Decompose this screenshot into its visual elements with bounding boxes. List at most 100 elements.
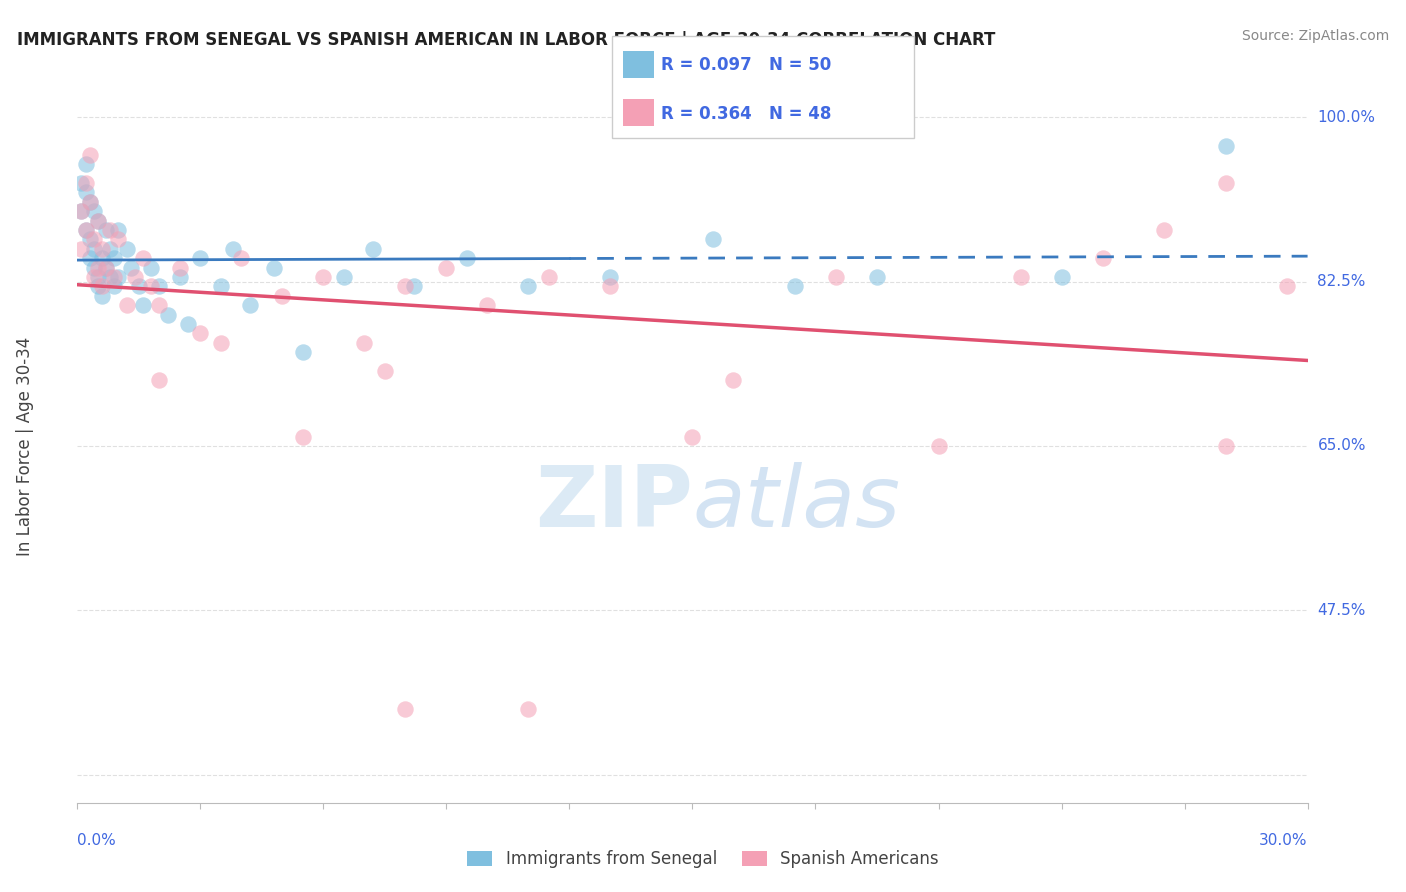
Point — [291, 345, 314, 359]
Point — [1215, 176, 1237, 190]
Point — [98, 270, 121, 285]
Point — [70, 242, 93, 256]
Point — [98, 223, 121, 237]
Point — [107, 223, 129, 237]
Point — [107, 232, 129, 246]
Point — [75, 176, 97, 190]
Point — [94, 260, 117, 275]
Text: 100.0%: 100.0% — [1317, 110, 1375, 125]
Point — [83, 204, 105, 219]
Point — [94, 260, 117, 275]
Point — [312, 270, 335, 285]
Point — [1153, 223, 1175, 237]
Point — [263, 260, 285, 275]
Point — [1091, 251, 1114, 265]
Point — [79, 251, 101, 265]
Point — [222, 242, 245, 256]
Point — [103, 251, 125, 265]
Point — [115, 242, 138, 256]
Point — [723, 373, 745, 387]
Text: Source: ZipAtlas.com: Source: ZipAtlas.com — [1241, 29, 1389, 43]
Point — [132, 251, 155, 265]
Point — [394, 279, 416, 293]
Point — [1275, 279, 1298, 293]
Point — [169, 260, 191, 275]
Point — [103, 270, 125, 285]
Point — [537, 270, 560, 285]
Point — [353, 335, 375, 350]
Point — [599, 279, 621, 293]
Point — [402, 279, 425, 293]
Point — [1215, 138, 1237, 153]
Point — [333, 270, 356, 285]
Point — [702, 232, 724, 246]
Point — [87, 270, 110, 285]
Point — [70, 204, 93, 219]
Point — [169, 270, 191, 285]
Point — [107, 270, 129, 285]
Point — [188, 251, 212, 265]
Point — [120, 260, 142, 275]
Point — [231, 251, 253, 265]
Point — [783, 279, 806, 293]
Text: 47.5%: 47.5% — [1317, 603, 1365, 618]
Point — [128, 279, 150, 293]
Point — [156, 308, 179, 322]
Point — [90, 242, 114, 256]
Point — [87, 213, 110, 227]
Text: R = 0.364   N = 48: R = 0.364 N = 48 — [661, 104, 831, 122]
Point — [87, 279, 110, 293]
Point — [90, 251, 114, 265]
Point — [188, 326, 212, 341]
Point — [83, 260, 105, 275]
Text: IMMIGRANTS FROM SENEGAL VS SPANISH AMERICAN IN LABOR FORCE | AGE 30-34 CORRELATI: IMMIGRANTS FROM SENEGAL VS SPANISH AMERI… — [17, 31, 995, 49]
Text: 0.0%: 0.0% — [77, 833, 117, 847]
Point — [209, 335, 232, 350]
Point — [456, 251, 478, 265]
Point — [361, 242, 384, 256]
Point — [94, 223, 117, 237]
Text: 65.0%: 65.0% — [1317, 439, 1365, 453]
Point — [87, 213, 110, 227]
Point — [928, 439, 950, 453]
Text: atlas: atlas — [693, 461, 900, 545]
Point — [1050, 270, 1073, 285]
Text: ZIP: ZIP — [534, 461, 693, 545]
Point — [83, 242, 105, 256]
Point — [141, 279, 163, 293]
Point — [79, 232, 101, 246]
Text: 30.0%: 30.0% — [1260, 833, 1308, 847]
Point — [83, 232, 105, 246]
Point — [291, 429, 314, 443]
Point — [1215, 439, 1237, 453]
Point — [98, 242, 121, 256]
Point — [436, 260, 458, 275]
Point — [103, 279, 125, 293]
Point — [75, 186, 97, 200]
Point — [825, 270, 848, 285]
Point — [115, 298, 138, 312]
Point — [75, 223, 97, 237]
Point — [148, 373, 170, 387]
Point — [87, 260, 110, 275]
Point — [682, 429, 704, 443]
Point — [79, 148, 101, 162]
Point — [239, 298, 262, 312]
Text: R = 0.097   N = 50: R = 0.097 N = 50 — [661, 56, 831, 74]
Point — [517, 702, 540, 716]
Point — [599, 270, 621, 285]
Point — [477, 298, 499, 312]
Text: 82.5%: 82.5% — [1317, 274, 1365, 289]
Point — [177, 317, 200, 331]
Point — [75, 157, 97, 171]
Point — [79, 194, 101, 209]
Point — [148, 279, 170, 293]
Point — [124, 270, 146, 285]
Point — [271, 289, 294, 303]
Text: In Labor Force | Age 30-34: In Labor Force | Age 30-34 — [17, 336, 34, 556]
Point — [132, 298, 155, 312]
Point — [79, 194, 101, 209]
Point — [209, 279, 232, 293]
Point — [70, 176, 93, 190]
Point — [90, 289, 114, 303]
